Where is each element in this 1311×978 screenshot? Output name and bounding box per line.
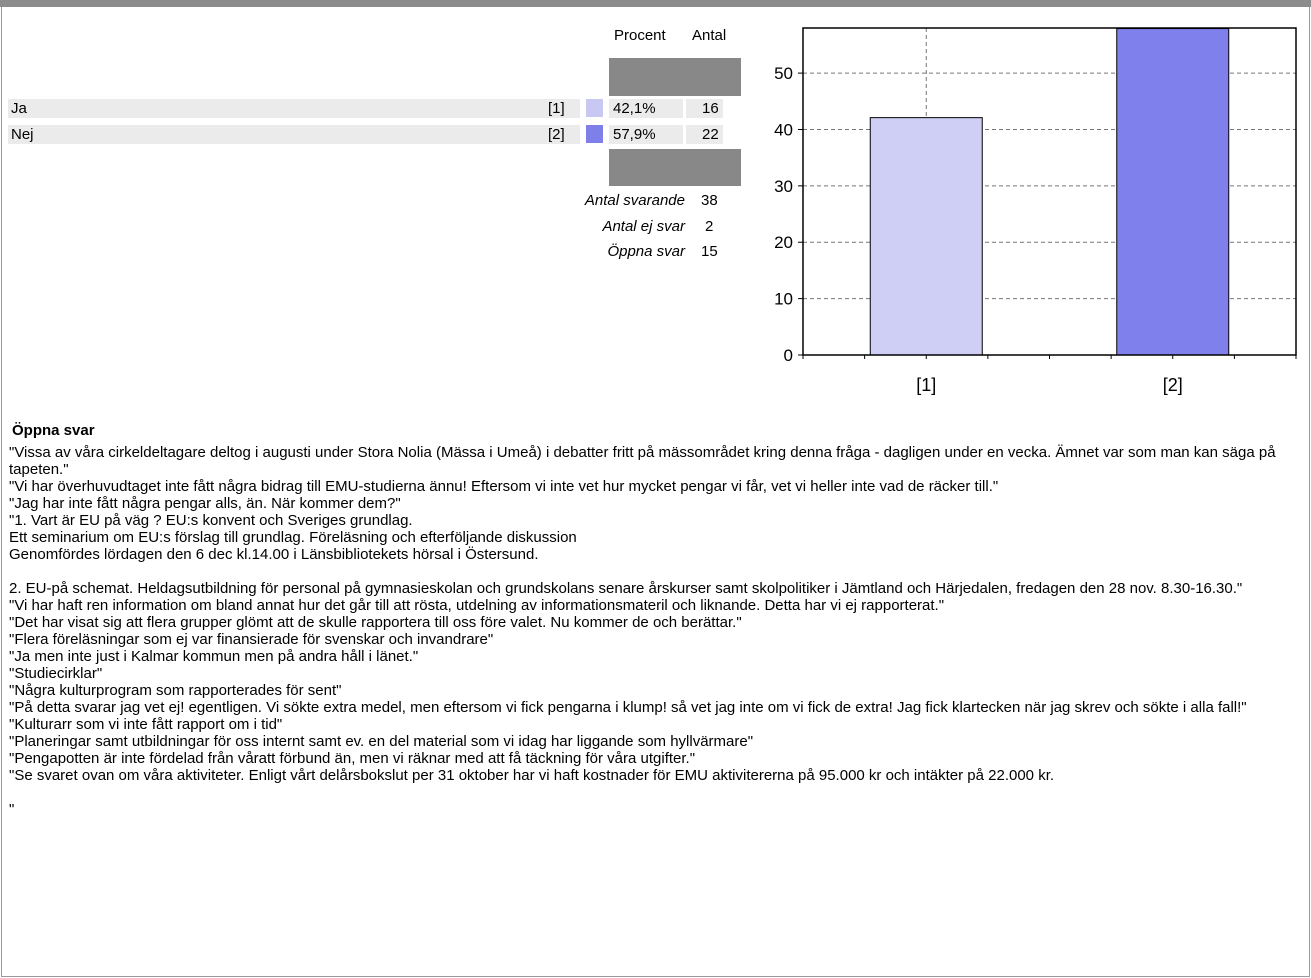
open-answer-item: "Ja men inte just i Kalmar kommun men på… [9,648,419,665]
open-answer-item: "Några kulturprogram som rapporterades f… [9,682,342,699]
percent-cell-bg [609,125,683,144]
open-answer-item: "Vi har haft ren information om bland an… [9,597,945,614]
summary-respondents-label: Antal svarande [584,192,685,209]
color-swatch [586,99,603,117]
open-answer-item: "1. Vart är EU på väg ? EU:s konvent och… [9,512,1243,597]
open-answer-item: "Flera föreläsningar som ej var finansie… [9,631,494,648]
bar [869,117,983,356]
row-count: 16 [702,100,719,117]
row-percent: 42,1% [613,100,656,117]
results-frame [1,7,1310,977]
header-percent: Procent [614,27,666,44]
color-swatch [586,125,603,143]
open-answer-item: "Se svaret ovan om våra aktiviteter. Enl… [9,767,1055,818]
summary-open-label: Öppna svar [607,243,685,260]
open-answer-item: "Studiecirklar" [9,665,103,682]
open-answers-title: Öppna svar [12,422,95,439]
open-answer-item: "Pengapotten är inte fördelad från vårat… [9,750,696,767]
open-answers-list: "Vissa av våra cirkeldeltagare deltog i … [9,444,1305,818]
count-cell-bg [686,99,723,118]
count-cell-bg [686,125,723,144]
table-row-bg [8,99,580,118]
open-answer-item: "Vi har överhuvudtaget inte fått några b… [9,478,999,495]
y-tick-label: 10 [774,290,793,309]
bar [1116,28,1230,356]
open-answer-item: "På detta svarar jag vet ej! egentligen.… [9,699,1247,716]
x-tick-label: [2] [1163,375,1183,395]
row-count: 22 [702,126,719,143]
table-row-bg [8,125,580,144]
percent-cell-bg [609,99,683,118]
row-percent: 57,9% [613,126,656,143]
open-answers-section: Öppna svar "Vissa av våra cirkeldeltagar… [9,421,1305,818]
open-answer-item: "Jag har inte fått några pengar alls, än… [9,495,401,512]
summary-open-value: 15 [701,243,718,260]
table-bottom-band [609,149,741,186]
open-answer-item: "Vissa av våra cirkeldeltagare deltog i … [9,444,1280,478]
table-top-band [609,58,741,96]
open-answer-item: "Planeringar samt utbildningar för oss i… [9,733,754,750]
row-label-nej: Nej [11,126,34,143]
y-tick-label: 40 [774,120,793,139]
row-label-ja: Ja [11,100,27,117]
open-answer-item: "Det har visat sig att flera grupper glö… [9,614,742,631]
summary-no-answer-value: 2 [705,218,714,235]
header-count: Antal [692,27,727,44]
open-answer-item: "Kulturarr som vi inte fått rapport om i… [9,716,283,733]
top-border [0,0,1311,7]
y-tick-label: 0 [784,346,793,365]
summary-respondents-value: 38 [701,192,718,209]
y-tick-label: 50 [774,64,793,83]
summary-no-answer-label: Antal ej svar [602,218,685,235]
y-tick-label: 30 [774,177,793,196]
bar-chart: 0 10 20 30 40 50 [1] [2] [774,27,1297,395]
y-tick-label: 20 [774,233,793,252]
row-code: [2] [548,126,565,143]
x-tick-label: [1] [916,375,936,395]
row-code: [1] [548,100,565,117]
